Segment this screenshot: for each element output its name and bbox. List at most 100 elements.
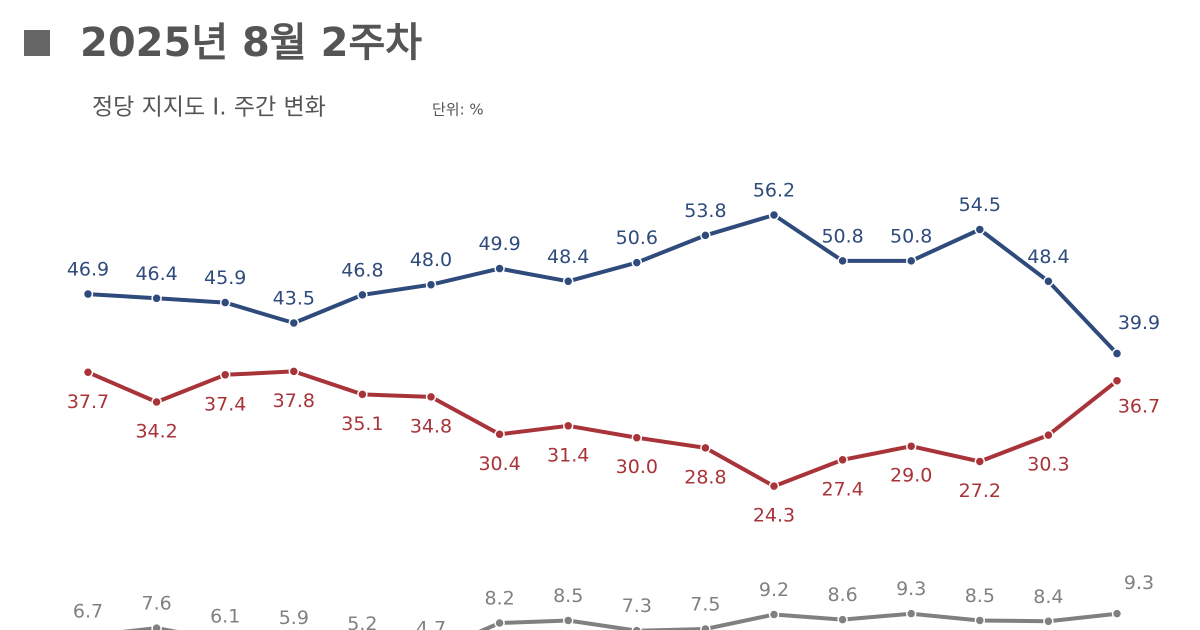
data-point: [562, 420, 574, 432]
data-point: [700, 623, 711, 630]
value-label: 7.3: [622, 595, 652, 617]
data-point: [219, 297, 231, 308]
data-point: [425, 279, 437, 290]
value-label: 30.3: [1027, 454, 1069, 476]
value-label: 4.7: [416, 617, 446, 630]
data-point: [974, 615, 986, 626]
chart-title: 2025년 8월 2주차: [80, 20, 422, 66]
data-point: [219, 369, 231, 381]
data-point: [905, 255, 917, 267]
value-label: 9.3: [1124, 572, 1154, 594]
data-point: [974, 456, 986, 467]
value-label: 37.7: [67, 391, 109, 413]
data-point: [700, 230, 711, 241]
data-point: [974, 224, 986, 235]
series-line: [121, 611, 1118, 630]
value-label: 7.5: [690, 593, 720, 615]
data-point: [1111, 375, 1123, 386]
data-point: [837, 255, 848, 267]
value-label: 48.4: [547, 246, 589, 268]
value-label: 5.2: [347, 613, 377, 630]
data-point: [837, 454, 848, 466]
value-label: 31.4: [547, 444, 589, 466]
value-label: 39.9: [1118, 312, 1160, 334]
data-point: [1111, 608, 1123, 619]
data-point: [631, 257, 643, 268]
value-label: 43.5: [273, 287, 315, 309]
value-label: 49.9: [478, 233, 520, 255]
series-line: [87, 369, 1119, 489]
value-label: 8.5: [965, 585, 995, 607]
data-point: [494, 617, 505, 629]
value-label: 34.2: [135, 421, 177, 443]
value-label: 6.1: [210, 605, 240, 627]
value-label: 8.5: [553, 585, 583, 607]
data-point: [1043, 429, 1054, 441]
data-point: [768, 480, 780, 492]
value-label: 36.7: [1118, 395, 1160, 417]
data-point: [837, 614, 848, 625]
value-label: 8.4: [1033, 586, 1063, 608]
data-point: [288, 317, 300, 329]
value-label: 24.3: [753, 505, 795, 527]
data-point: [82, 288, 94, 300]
data-point: [425, 391, 437, 403]
data-point: [905, 608, 917, 619]
value-label: 35.1: [341, 413, 383, 435]
data-point: [562, 276, 574, 287]
title-square: [24, 30, 50, 56]
value-label: 6.7: [73, 600, 103, 622]
data-point: [1111, 348, 1123, 359]
value-label: 9.2: [759, 579, 789, 601]
data-point: [494, 263, 505, 274]
value-label: 46.9: [67, 259, 109, 281]
value-label: 34.8: [410, 415, 452, 437]
data-point: [631, 625, 643, 630]
value-label: 8.6: [827, 584, 857, 606]
value-label: 29.0: [890, 465, 932, 487]
data-point: [700, 442, 711, 454]
data-point: [768, 609, 780, 620]
value-label: 45.9: [204, 267, 246, 289]
data-point: [1043, 276, 1054, 287]
series-line: [87, 213, 1119, 355]
value-label: 48.4: [1027, 246, 1069, 268]
data-point: [1043, 616, 1054, 627]
value-label: 28.8: [684, 466, 726, 488]
data-point: [357, 389, 368, 400]
data-point: [631, 432, 643, 443]
value-label: 27.4: [821, 478, 863, 500]
value-label: 46.4: [135, 263, 177, 285]
value-label: 50.6: [616, 227, 658, 249]
value-label: 54.5: [959, 194, 1001, 216]
data-point: [905, 440, 917, 452]
unit-label: 단위: %: [432, 101, 484, 119]
data-point: [151, 293, 162, 304]
value-label: 30.4: [478, 453, 520, 475]
value-label: 50.8: [890, 225, 932, 247]
value-label: 48.0: [410, 249, 452, 271]
data-point: [562, 615, 574, 626]
value-label: 50.8: [821, 225, 863, 247]
data-point: [151, 396, 162, 408]
value-label: 30.0: [616, 456, 658, 478]
data-point: [151, 622, 162, 630]
value-label: 56.2: [753, 180, 795, 202]
data-point: [768, 209, 780, 221]
data-point: [357, 289, 368, 301]
value-label: 8.2: [484, 588, 514, 610]
data-point: [494, 429, 505, 440]
value-label: 46.8: [341, 259, 383, 281]
value-label: 37.8: [273, 390, 315, 412]
value-label: 37.4: [204, 393, 246, 415]
value-label: 27.2: [959, 480, 1001, 502]
value-label: 7.6: [141, 593, 171, 615]
value-label: 5.9: [279, 607, 309, 629]
data-point: [82, 367, 94, 378]
chart-subtitle: 정당 지지도 Ⅰ. 주간 변화: [92, 95, 326, 121]
data-point: [288, 366, 300, 377]
value-label: 9.3: [896, 578, 926, 600]
value-label: 53.8: [684, 200, 726, 222]
